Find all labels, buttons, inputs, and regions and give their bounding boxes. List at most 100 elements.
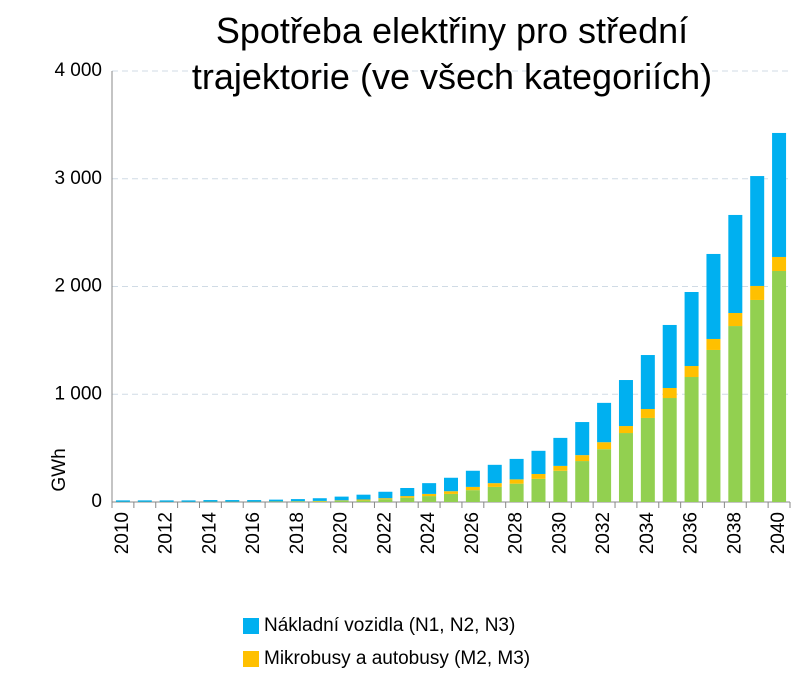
bar-segment: [597, 442, 612, 450]
y-tick-label: 4 000: [54, 60, 102, 81]
bar-segment: [247, 500, 262, 502]
x-tick-label: 2014: [199, 512, 220, 555]
bar-segment: [400, 496, 415, 498]
bar-segment: [618, 433, 633, 502]
x-tick-label: 2038: [724, 512, 745, 554]
bar-segment: [662, 398, 677, 502]
bar-segment: [575, 461, 590, 502]
bar-segment: [444, 491, 458, 494]
bar-segment: [531, 450, 546, 474]
x-tick-label: 2020: [331, 512, 352, 554]
bar-segment: [553, 470, 568, 502]
legend-label: Nákladní vozidla (N1, N2, N3): [264, 615, 515, 636]
bar-segment: [465, 486, 480, 491]
bar-segment: [334, 500, 349, 501]
chart-title: Spotřeba elektřiny pro střední trajektor…: [191, 10, 713, 97]
x-tick-label: 2030: [549, 512, 570, 554]
bar-segment: [531, 473, 546, 479]
legend-swatch: [243, 618, 259, 634]
bar-segment: [465, 470, 480, 487]
bar-segment: [531, 478, 546, 502]
bar-segment: [772, 132, 787, 257]
bar-segment: [356, 499, 371, 501]
legend-swatch: [243, 651, 259, 667]
bar-segment: [290, 499, 305, 502]
bar-segment: [225, 500, 240, 502]
bar-segment: [400, 487, 415, 497]
bar-segment: [684, 377, 699, 502]
bar-segment: [334, 496, 349, 501]
y-tick-label: 2 000: [54, 276, 102, 297]
bar-segment: [597, 449, 612, 502]
bar-segment: [400, 497, 415, 502]
bar-segment: [772, 256, 787, 271]
bar-segment: [728, 326, 743, 502]
bar-segment: [487, 486, 502, 502]
bar-segment: [640, 409, 655, 418]
bar-segment: [509, 483, 524, 502]
bar-segment: [728, 313, 743, 327]
x-tick-label: 2016: [243, 512, 264, 554]
bar-segment: [159, 500, 174, 502]
bar-segment: [444, 493, 458, 502]
bar-segment: [487, 464, 502, 484]
bar-segment: [269, 499, 284, 502]
bar-segment: [487, 483, 502, 487]
bar-segment: [422, 483, 437, 494]
bar-segment: [728, 214, 743, 314]
x-tick-label: 2012: [156, 512, 177, 554]
bar-segment: [465, 490, 480, 502]
bar-segment: [422, 496, 437, 502]
bar-segment: [575, 422, 590, 456]
x-tick-label: 2036: [681, 512, 702, 554]
x-tick-label: 2026: [462, 512, 483, 554]
x-tick-label: 2010: [112, 512, 133, 554]
y-axis-label: GWh: [49, 448, 70, 491]
y-tick-label: 0: [91, 491, 102, 512]
y-tick-label: 3 000: [54, 168, 102, 189]
x-tick-label: 2024: [418, 512, 439, 555]
bar-segment: [181, 500, 196, 502]
bar-segment: [750, 299, 765, 502]
bar-segment: [356, 494, 371, 500]
legend-label: Mikrobusy a autobusy (M2, M3): [264, 648, 530, 669]
bar-segment: [378, 499, 393, 502]
bar-segment: [509, 479, 524, 484]
bar-segment: [203, 500, 218, 502]
bar-segment: [312, 498, 327, 501]
bar-segment: [115, 500, 130, 502]
x-tick-label: 2018: [287, 512, 308, 554]
bar-segment: [356, 500, 371, 502]
x-tick-label: 2028: [506, 512, 527, 554]
bar-segment: [684, 366, 699, 378]
bar-segment: [662, 324, 677, 389]
bar-segment: [553, 465, 568, 471]
x-tick-label: 2034: [637, 512, 658, 555]
bar-segment: [312, 501, 327, 502]
bar-segment: [444, 477, 458, 492]
bar-segment: [618, 380, 633, 427]
x-tick-label: 2022: [374, 512, 395, 554]
x-tick-label: 2040: [768, 512, 789, 554]
bar-segment: [772, 270, 787, 502]
bar-segment: [750, 176, 765, 286]
bar-segment: [706, 349, 721, 502]
bar-segment: [640, 355, 655, 410]
bar-segment: [509, 458, 524, 480]
bar-segment: [640, 417, 655, 502]
bar-segment: [618, 426, 633, 434]
bar-segment: [378, 491, 393, 499]
bar-segment: [706, 253, 721, 339]
bar-segment: [684, 291, 699, 367]
bar-segment: [137, 500, 152, 502]
y-tick-label: 1 000: [54, 383, 102, 404]
bar-segment: [334, 500, 349, 502]
bar-segment: [553, 437, 568, 466]
bar-segment: [378, 498, 393, 500]
bar-segment: [575, 455, 590, 462]
bar-segment: [597, 402, 612, 443]
bar-segment: [706, 338, 721, 350]
x-tick-label: 2032: [593, 512, 614, 554]
bar-segment: [662, 388, 677, 399]
